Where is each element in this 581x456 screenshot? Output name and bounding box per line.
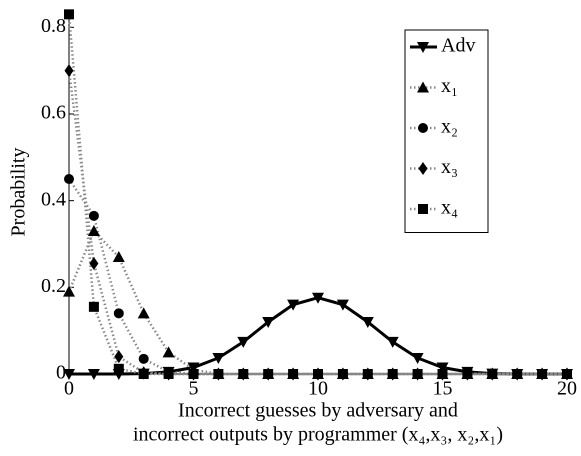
marker <box>63 369 75 380</box>
legend-label: Adv <box>441 35 475 57</box>
marker <box>237 336 250 348</box>
marker <box>138 353 149 364</box>
x-axis-label: Incorrect guesses by adversary and <box>178 400 458 422</box>
marker <box>64 64 74 78</box>
marker <box>437 369 448 379</box>
marker <box>88 210 99 221</box>
marker <box>238 369 249 379</box>
marker <box>262 317 275 328</box>
marker <box>418 123 428 133</box>
legend-label: x₁ <box>441 75 458 97</box>
series-line <box>67 178 567 376</box>
marker <box>188 369 199 379</box>
marker <box>487 369 498 379</box>
marker <box>312 292 324 304</box>
legend-label: x₄ <box>441 197 458 219</box>
marker <box>64 9 74 20</box>
y-axis-label: Probability <box>8 148 30 237</box>
x-tick-label: 5 <box>189 378 199 400</box>
x-tick-label: 10 <box>308 378 328 400</box>
marker <box>114 350 124 364</box>
marker <box>537 369 548 379</box>
marker <box>411 352 424 364</box>
series-line <box>67 14 567 376</box>
marker <box>87 369 100 380</box>
marker <box>362 369 373 379</box>
marker <box>336 299 349 311</box>
marker <box>113 363 124 374</box>
x-tick-label: 15 <box>433 378 453 400</box>
marker <box>337 369 348 379</box>
marker <box>64 174 74 184</box>
marker <box>112 251 125 262</box>
marker <box>113 308 124 319</box>
marker <box>313 369 323 379</box>
legend-label: x₂ <box>441 116 458 138</box>
marker <box>386 336 399 348</box>
marker <box>137 307 150 319</box>
marker <box>138 369 149 379</box>
marker <box>418 204 428 214</box>
marker <box>418 162 428 175</box>
marker <box>88 301 99 312</box>
marker <box>462 369 473 379</box>
y-tick-label: 0 <box>56 362 66 384</box>
x-axis-label: incorrect outputs by programmer (x₄,x₃, … <box>133 424 503 446</box>
marker <box>562 369 572 379</box>
marker <box>89 257 99 270</box>
series-line <box>67 70 567 376</box>
marker <box>361 317 374 328</box>
y-tick-label: 0.4 <box>41 188 66 210</box>
marker <box>212 352 225 364</box>
marker <box>63 285 75 297</box>
y-tick-label: 0.6 <box>41 102 66 124</box>
marker <box>87 225 100 236</box>
y-tick-label: 0.2 <box>41 275 66 297</box>
y-tick-label: 0.8 <box>41 15 66 37</box>
marker <box>512 369 523 379</box>
marker <box>162 346 175 358</box>
marker <box>412 369 423 379</box>
x-tick-label: 0 <box>64 378 74 400</box>
legend-label: x₃ <box>441 156 458 178</box>
marker <box>263 369 274 379</box>
x-tick-label: 20 <box>557 378 577 400</box>
marker <box>213 369 224 379</box>
marker <box>288 369 299 379</box>
legend-box <box>404 29 489 233</box>
marker <box>387 369 398 379</box>
marker <box>163 369 174 379</box>
marker <box>287 299 300 311</box>
marker <box>417 42 429 53</box>
marker <box>417 81 429 93</box>
